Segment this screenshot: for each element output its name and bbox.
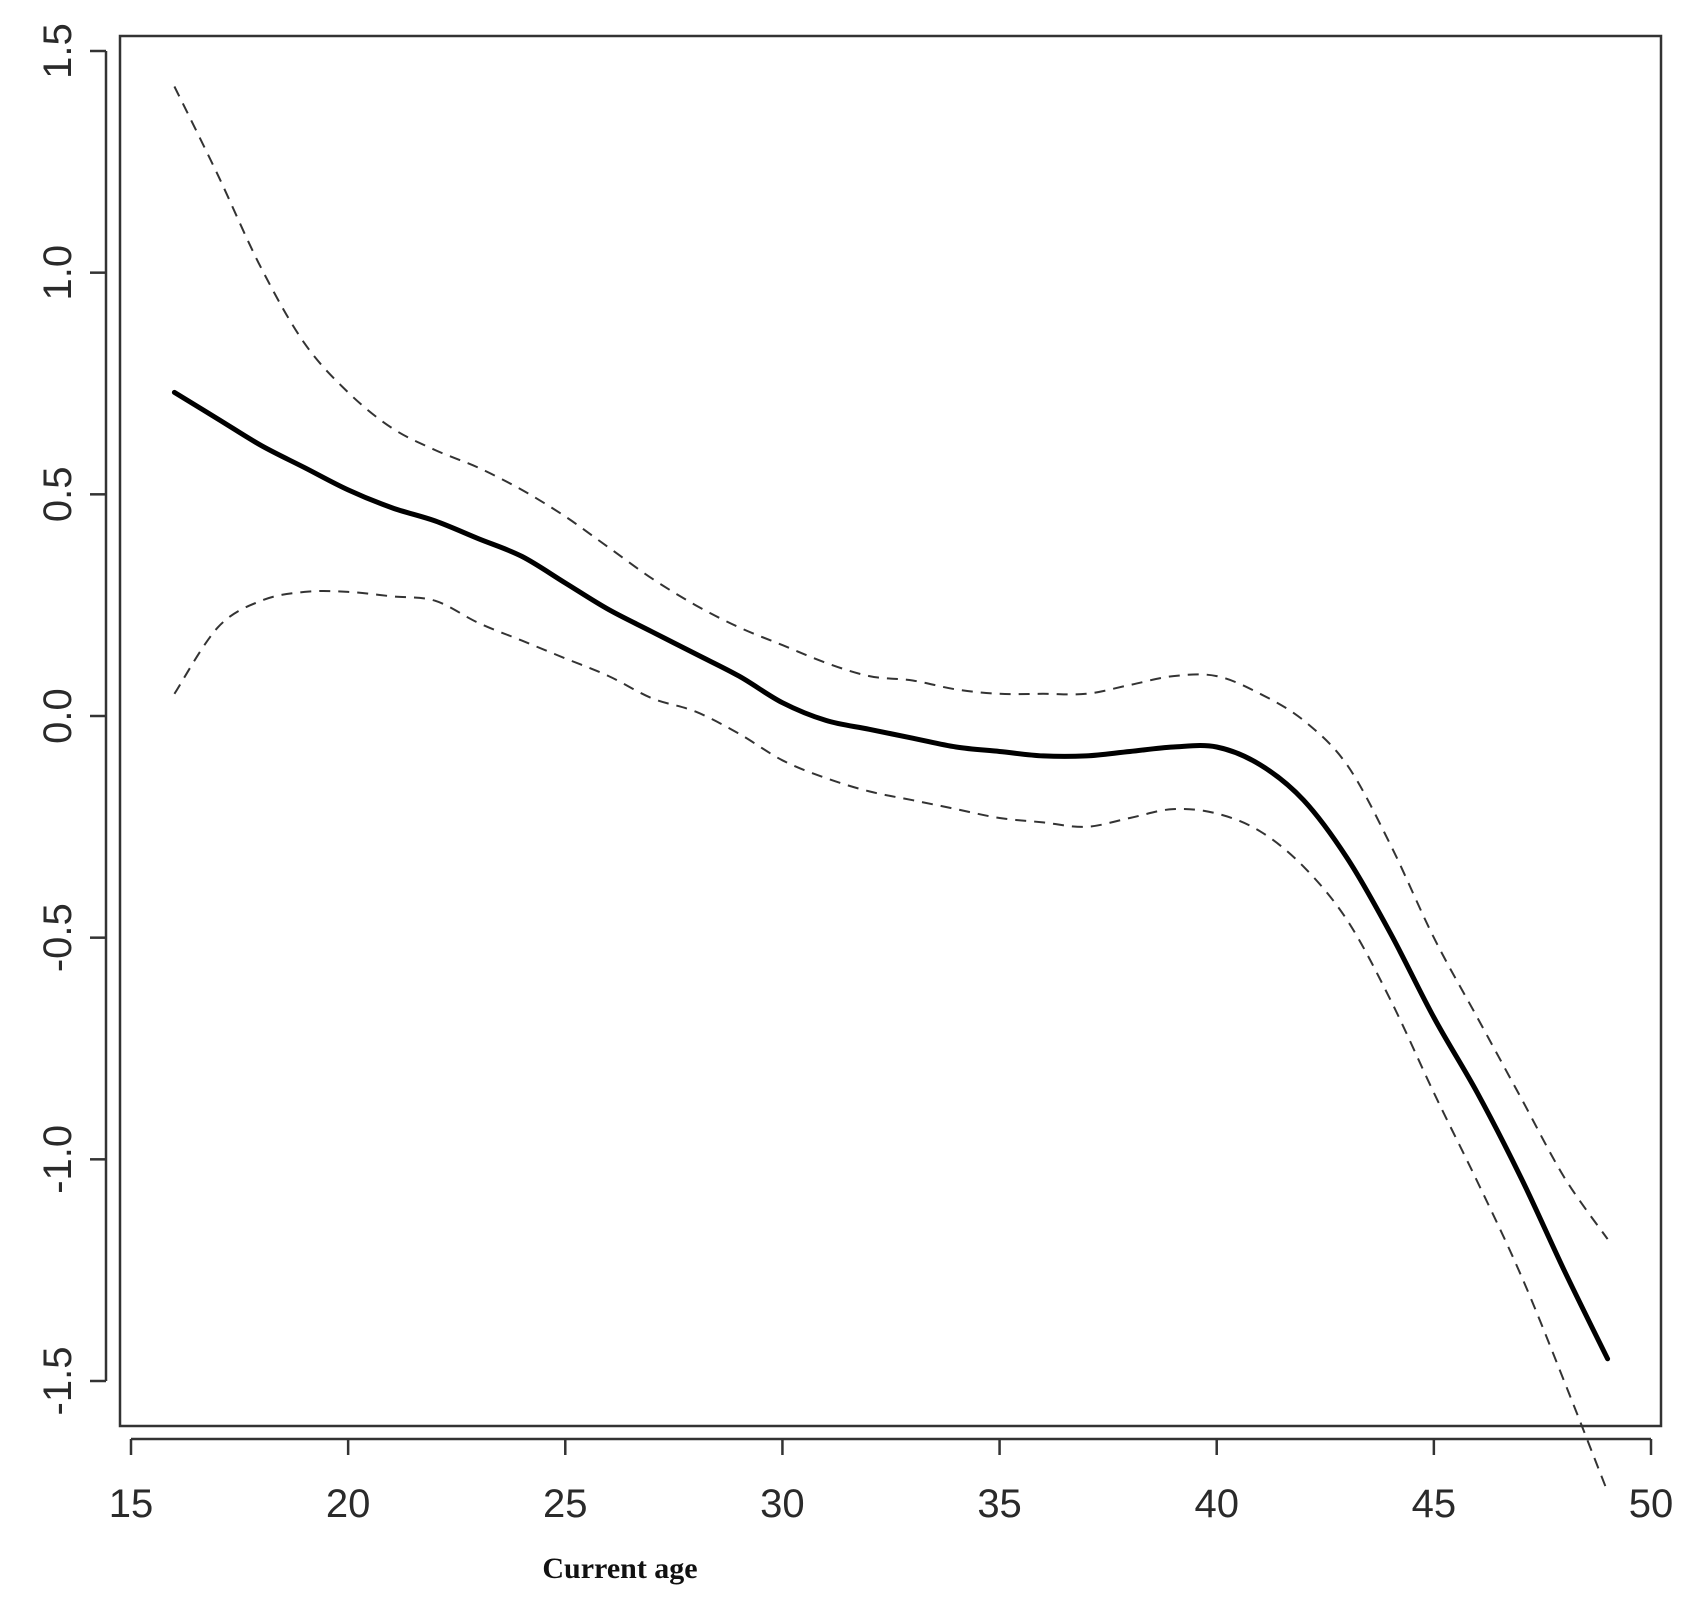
x-tick-label: 25: [543, 1482, 588, 1526]
y-tick-label: 0.5: [36, 467, 80, 523]
x-tick-label: 20: [326, 1482, 371, 1526]
x-axis-label: Current age: [542, 1552, 697, 1585]
y-tick-label: -1.5: [36, 1347, 80, 1416]
y-tick-label: 0.0: [36, 688, 80, 744]
x-tick-label: 30: [760, 1482, 805, 1526]
y-axis: -1.5 -1.0 -0.5 0.0 0.5 1.0 1.5: [36, 23, 108, 1416]
x-axis: 15 20 25 30 35 40 45 50: [109, 1437, 1674, 1526]
x-tick-label: 40: [1194, 1482, 1239, 1526]
y-tick-label: -0.5: [36, 903, 80, 972]
plot-frame: [118, 34, 1663, 1428]
x-tick-label: 35: [977, 1482, 1022, 1526]
series-layer: [171, 86, 1611, 1493]
lower-ci-line: [173, 590, 1609, 1493]
x-tick-label: 50: [1629, 1482, 1674, 1526]
x-tick-label: 45: [1412, 1482, 1457, 1526]
upper-ci-line: [173, 86, 1609, 1240]
y-tick-label: -1.0: [36, 1125, 80, 1194]
x-tick-label: 15: [109, 1482, 154, 1526]
y-tick-label: 1.0: [36, 245, 80, 301]
fit-line: [171, 389, 1611, 1362]
y-tick-label: 1.5: [36, 23, 80, 79]
